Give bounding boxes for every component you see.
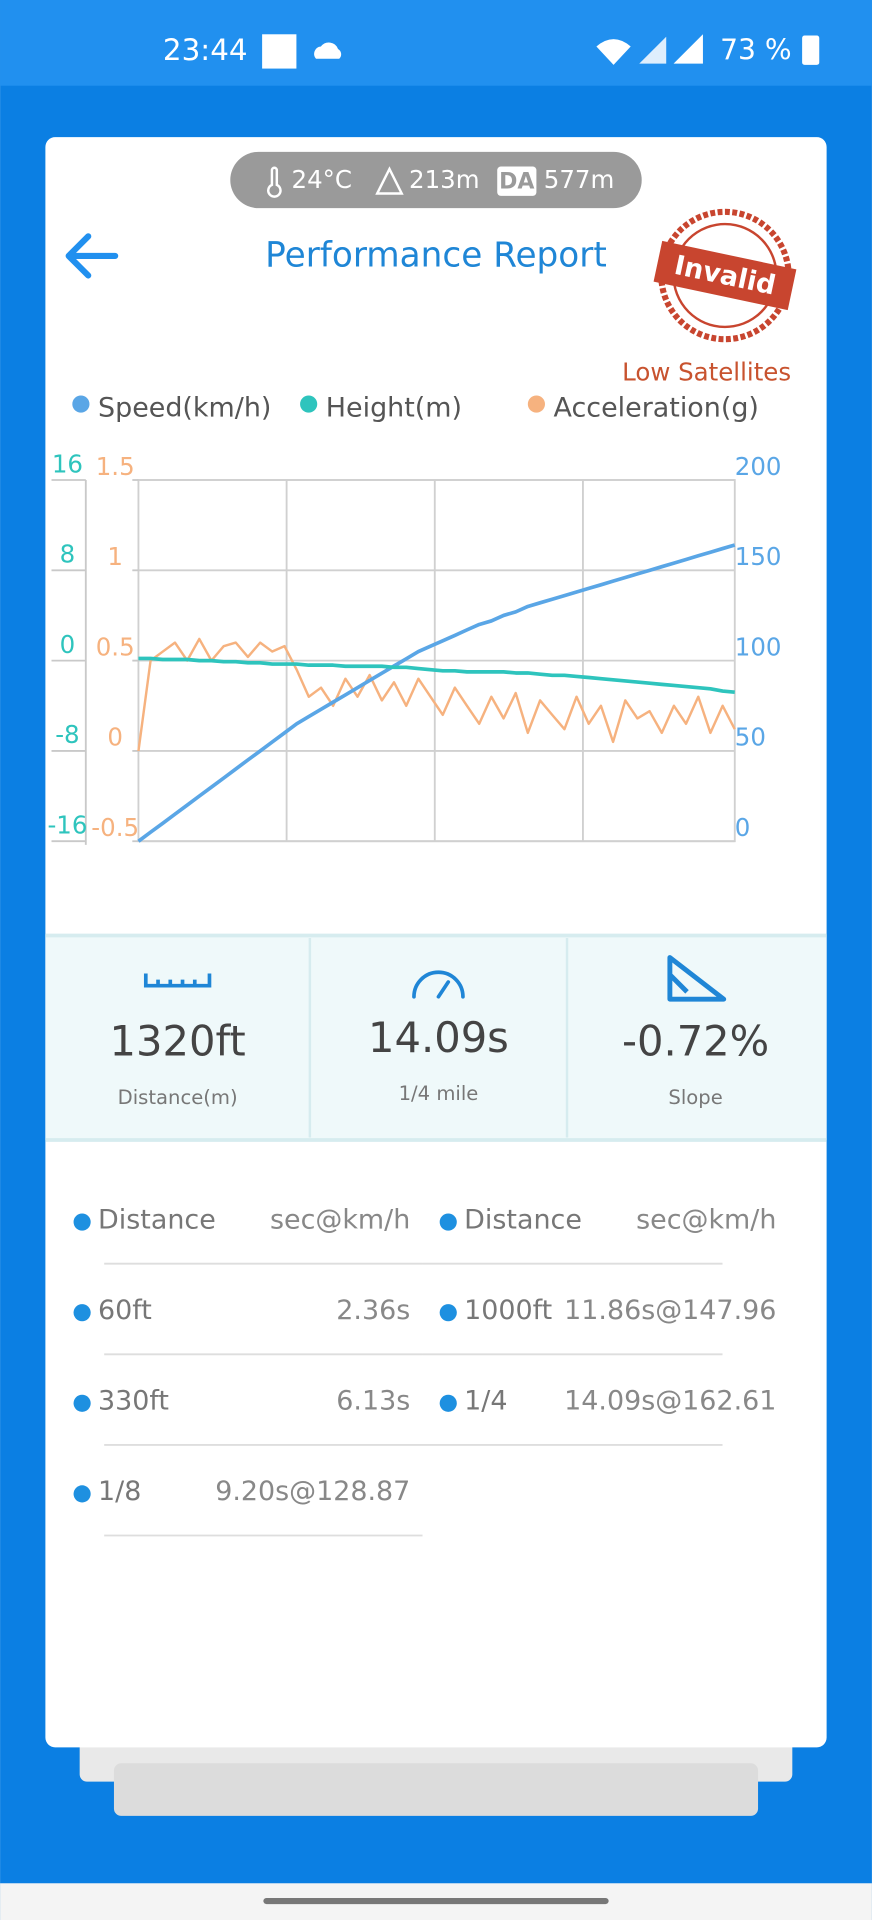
split-distance: Distance <box>464 1204 582 1235</box>
y2-tick-label: 150 <box>735 542 782 571</box>
card-stack <box>113 1763 759 1816</box>
chart: 200 150 100 50 0 16 8 0 -8 -16 1.5 1 0.5 0 -0.5 <box>47 449 781 845</box>
split-time: 6.13s <box>336 1386 410 1417</box>
y3-tick-label: 0 <box>107 723 123 752</box>
split-time: sec@km/h <box>636 1204 776 1235</box>
clock: 23:44 <box>163 33 248 67</box>
legend-label: Speed(km/h) <box>98 392 271 423</box>
home-handle[interactable] <box>263 1897 609 1905</box>
y-tick-label: 0 <box>60 630 76 659</box>
wifi-icon <box>596 39 631 65</box>
summary-value: 14.09s <box>368 1013 509 1062</box>
battery-icon <box>802 35 820 65</box>
split-distance: 330ft <box>98 1386 169 1417</box>
row-dot <box>73 1213 91 1231</box>
split-time: 11.86s@147.96 <box>564 1295 776 1326</box>
split-distance: Distance <box>98 1204 216 1235</box>
notification-icon <box>262 34 297 69</box>
y2-tick-label: 200 <box>735 452 782 481</box>
signal-icon <box>639 36 667 64</box>
mountain-icon <box>375 166 404 195</box>
series-line <box>137 543 736 843</box>
split-distance: 1/8 <box>98 1476 141 1507</box>
series-line <box>138 656 735 695</box>
y-tick-label: 16 <box>52 449 83 478</box>
summary-value: 1320ft <box>110 1016 246 1065</box>
series-line <box>137 637 736 752</box>
y3-tick-label: 1 <box>107 542 123 571</box>
legend-label: Height(m) <box>326 392 462 423</box>
back-button[interactable] <box>65 233 119 279</box>
summary-label: 1/4 mile <box>399 1082 479 1105</box>
legend-marker <box>72 395 90 413</box>
y2-tick-label: 0 <box>735 813 751 842</box>
split-distance: 1000ft <box>464 1295 552 1326</box>
row-dot <box>439 1213 457 1231</box>
row-dot <box>439 1394 457 1412</box>
y2-tick-label: 50 <box>735 723 766 752</box>
splits-table: Distance sec@km/h 60ft 2.36s 330ft 6.13s 1/8 9.… <box>73 1204 776 1537</box>
summary-label: Distance(m) <box>118 1086 238 1109</box>
y-tick-label: -8 <box>55 720 79 749</box>
summary-value: -0.72% <box>622 1016 769 1065</box>
row-dot <box>73 1304 91 1322</box>
ruler-icon <box>143 973 212 988</box>
y2-tick-label: 100 <box>735 632 782 661</box>
da-badge <box>497 166 537 196</box>
signal-icon <box>673 34 703 64</box>
summary-label: Slope <box>668 1086 722 1109</box>
y-tick-label: 8 <box>60 540 76 569</box>
battery-text: 73 % <box>720 33 792 66</box>
row-dot <box>439 1304 457 1322</box>
summary: 1320ft Distance(m) 14.09s 1/4 mile -0.72% Slo… <box>110 1013 770 1109</box>
split-time: 2.36s <box>336 1295 410 1326</box>
slope-icon <box>667 955 727 1002</box>
split-time: 9.20s@128.87 <box>215 1476 410 1507</box>
warning: Low Satellites <box>622 357 791 386</box>
split-time: 14.09s@162.61 <box>564 1386 776 1417</box>
altitude: 213m <box>409 165 480 194</box>
y-tick-label: -16 <box>47 811 87 840</box>
temperature: 24°C <box>292 165 352 194</box>
legend-marker <box>527 395 545 413</box>
conditions-pill <box>230 151 642 209</box>
split-distance: 1/4 <box>464 1386 507 1417</box>
legend-marker <box>300 395 318 413</box>
page-title: Performance Report <box>265 236 607 276</box>
summary-panel <box>45 934 827 1140</box>
row-dot <box>73 1394 91 1412</box>
legend-label: Acceleration(g) <box>554 392 759 423</box>
y3-tick-label: 1.5 <box>96 452 135 481</box>
gauge-icon <box>412 970 465 999</box>
split-distance: 60ft <box>98 1295 152 1326</box>
da-label: DA <box>499 169 534 194</box>
stamp-band <box>653 240 797 311</box>
thermometer-icon <box>267 166 282 198</box>
split-time: sec@km/h <box>270 1204 410 1235</box>
cloud-icon <box>314 42 342 59</box>
density-altitude: 577m <box>544 165 615 194</box>
row-dot <box>73 1485 91 1503</box>
y3-tick-label: 0.5 <box>96 632 135 661</box>
y3-tick-label: -0.5 <box>91 813 139 842</box>
status-bar <box>0 0 872 86</box>
